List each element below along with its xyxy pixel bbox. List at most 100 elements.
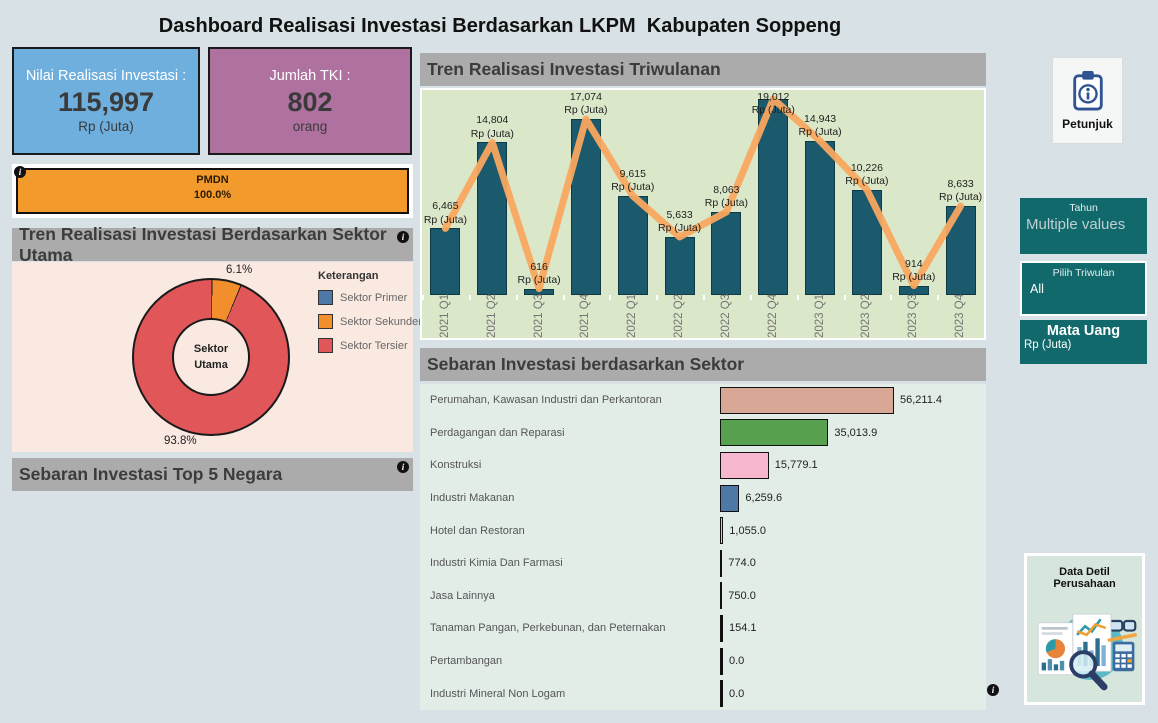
documents-magnifier-illustration [1037, 613, 1137, 691]
sector-value: 1,055.0 [729, 524, 766, 537]
filter-mata-uang[interactable]: Mata Uang Rp (Juta) [1020, 320, 1147, 364]
pencil-icon [1107, 633, 1137, 642]
sector-bar[interactable] [720, 582, 723, 610]
axis-tick [468, 295, 471, 300]
sector-bar[interactable] [720, 614, 723, 642]
bar-2022-q2[interactable] [664, 236, 695, 295]
legend-item-sektor-tersier[interactable]: Sektor Tersier [318, 338, 422, 353]
bar-value-label: 17,074 Rp (Juta) [564, 91, 608, 117]
sector-bar[interactable] [720, 386, 894, 414]
filter-tahun-value[interactable]: Multiple values [1026, 216, 1126, 233]
bar-2021-q1[interactable] [430, 228, 461, 295]
x-axis-label: 2021 Q3 [532, 293, 545, 338]
sector-label: Industri Kimia Dan Farmasi [430, 557, 563, 570]
kpi-nilai-label: Nilai Realisasi Investasi : [25, 68, 187, 85]
x-axis-label: 2022 Q1 [626, 293, 639, 338]
axis-tick [890, 295, 893, 300]
bar-value-label: 6,465 Rp (Juta) [423, 200, 467, 226]
filter-tahun[interactable]: Tahun Multiple values [1020, 198, 1147, 254]
pmdn-segment[interactable]: PMDN 100.0% [16, 168, 409, 214]
donut-pct-tersier: 93.8% [164, 435, 197, 447]
sector-bar[interactable] [720, 647, 723, 675]
sector-bar[interactable] [720, 680, 723, 708]
bar-value-label: 14,804 Rp (Juta) [470, 114, 514, 140]
sector-label: Pertambangan [430, 655, 503, 668]
section-header-triwulanan: Tren Realisasi Investasi Triwulanan [420, 53, 986, 86]
sector-label: Industri Mineral Non Logam [430, 687, 566, 700]
info-icon[interactable] [397, 461, 409, 473]
legend-item-sektor-primer[interactable]: Sektor Primer [318, 290, 422, 305]
sector-row-perdagangan-dan-reparasi: Perdagangan dan Reparasi 35,013.9 [420, 417, 986, 450]
sector-value: 0.0 [729, 687, 745, 700]
sector-bar[interactable] [720, 484, 740, 512]
filter-mata-uang-value[interactable]: Rp (Juta) [1024, 339, 1072, 351]
x-axis-label: 2021 Q2 [485, 293, 498, 338]
pmdn-value: 100.0% [193, 189, 232, 202]
sector-row-tanaman-pangan-perkebunan-dan-peternakan: Tanaman Pangan, Perkebunan, dan Peternak… [420, 612, 986, 645]
filter-tahun-label: Tahun [1069, 202, 1098, 214]
sebaran-sektor-panel: Perumahan, Kawasan Industri dan Perkanto… [420, 384, 986, 710]
section-title: Tren Realisasi Investasi Berdasarkan Sek… [19, 223, 387, 265]
filter-triwulan[interactable]: Pilih Triwulan All [1020, 261, 1147, 316]
data-detil-button[interactable]: Data Detil Perusahaan [1024, 553, 1145, 705]
donut-chart[interactable]: Sektor Utama [132, 278, 290, 436]
petunjuk-button[interactable]: Petunjuk [1052, 57, 1123, 144]
donut-center-label: Sektor Utama [193, 342, 229, 372]
info-icon[interactable] [397, 231, 409, 243]
sector-bar[interactable] [720, 517, 724, 545]
info-icon[interactable] [987, 684, 999, 696]
x-axis-label: 2023 Q2 [860, 293, 873, 338]
x-axis-label: 2022 Q2 [673, 293, 686, 338]
section-title: Sebaran Investasi Top 5 Negara [19, 464, 283, 484]
sector-value: 35,013.9 [834, 426, 878, 439]
sector-bar[interactable] [720, 549, 723, 577]
sector-value: 154.1 [729, 622, 757, 635]
axis-tick [749, 295, 752, 300]
bar-value-label: 9,615 Rp (Juta) [611, 167, 655, 194]
clipboard-info-icon [1072, 71, 1103, 111]
magnifier-icon [1068, 650, 1108, 691]
pmdn-label: PMDN [196, 174, 229, 186]
sektor-utama-panel: Sektor Utama 6.1% 93.8% Keterangan Sekto… [12, 262, 422, 452]
sector-label: Jasa Lainnya [430, 589, 495, 602]
section-title: Tren Realisasi Investasi Triwulanan [427, 59, 721, 79]
sector-bar[interactable] [720, 419, 829, 447]
section-title: Sebaran Investasi berdasarkan Sektor [427, 354, 745, 374]
sector-label: Hotel dan Restoran [430, 524, 525, 537]
page-title: Dashboard Realisasi Investasi Berdasarka… [158, 15, 842, 37]
sector-value: 774.0 [728, 557, 756, 570]
axis-tick [703, 295, 705, 300]
triwulanan-chart-panel: 6,465 Rp (Juta) 14,804 Rp (Juta) 616 Rp (Juta… [420, 88, 986, 340]
sector-value: 750.0 [728, 589, 756, 602]
legend-label: Sektor Sekunder [340, 315, 422, 328]
section-header-sebaran-sektor: Sebaran Investasi berdasarkan Sektor [420, 348, 986, 381]
kpi-nilai-value: 115,997 [57, 87, 155, 118]
legend-swatch [318, 290, 333, 305]
sector-row-industri-mineral-non-logam: Industri Mineral Non Logam 0.0 [420, 677, 986, 710]
sector-bar[interactable] [720, 451, 769, 479]
pmdn-share-bar[interactable]: PMDN 100.0% [12, 164, 413, 218]
sector-value: 15,779.1 [774, 459, 818, 472]
x-axis-label: 2021 Q4 [579, 293, 592, 338]
kpi-card-nilai-realisasi[interactable]: Nilai Realisasi Investasi : 115,997 Rp (… [12, 47, 200, 155]
x-axis-label: 2023 Q1 [813, 293, 826, 338]
bar-value-label: 5,633 Rp (Juta) [658, 208, 702, 235]
petunjuk-label: Petunjuk [1062, 117, 1113, 131]
sector-value: 6,259.6 [745, 492, 783, 505]
legend-item-sektor-sekunder[interactable]: Sektor Sekunder [318, 314, 422, 329]
x-axis-label: 2021 Q1 [438, 293, 451, 338]
kpi-nilai-unit: Rp (Juta) [78, 118, 134, 134]
kpi-card-jumlah-tki[interactable]: Jumlah TKI : 802 orang [208, 47, 412, 155]
data-detil-label: Data Detil Perusahaan [1053, 566, 1116, 590]
info-icon[interactable] [14, 166, 26, 178]
filter-mata-uang-label: Mata Uang [1046, 323, 1121, 339]
filter-triwulan-value[interactable]: All [1030, 282, 1044, 296]
sector-label: Industri Makanan [430, 492, 515, 505]
calculator-icon [1112, 641, 1134, 672]
x-axis-label: 2023 Q3 [907, 293, 920, 338]
sector-row-perumahan-kawasan-industri-dan-perkantoran: Perumahan, Kawasan Industri dan Perkanto… [420, 384, 986, 417]
axis-tick [515, 295, 518, 300]
sector-row-jasa-lainnya: Jasa Lainnya 750.0 [420, 580, 986, 613]
sector-row-industri-makanan: Industri Makanan 6,259.6 [420, 482, 986, 515]
